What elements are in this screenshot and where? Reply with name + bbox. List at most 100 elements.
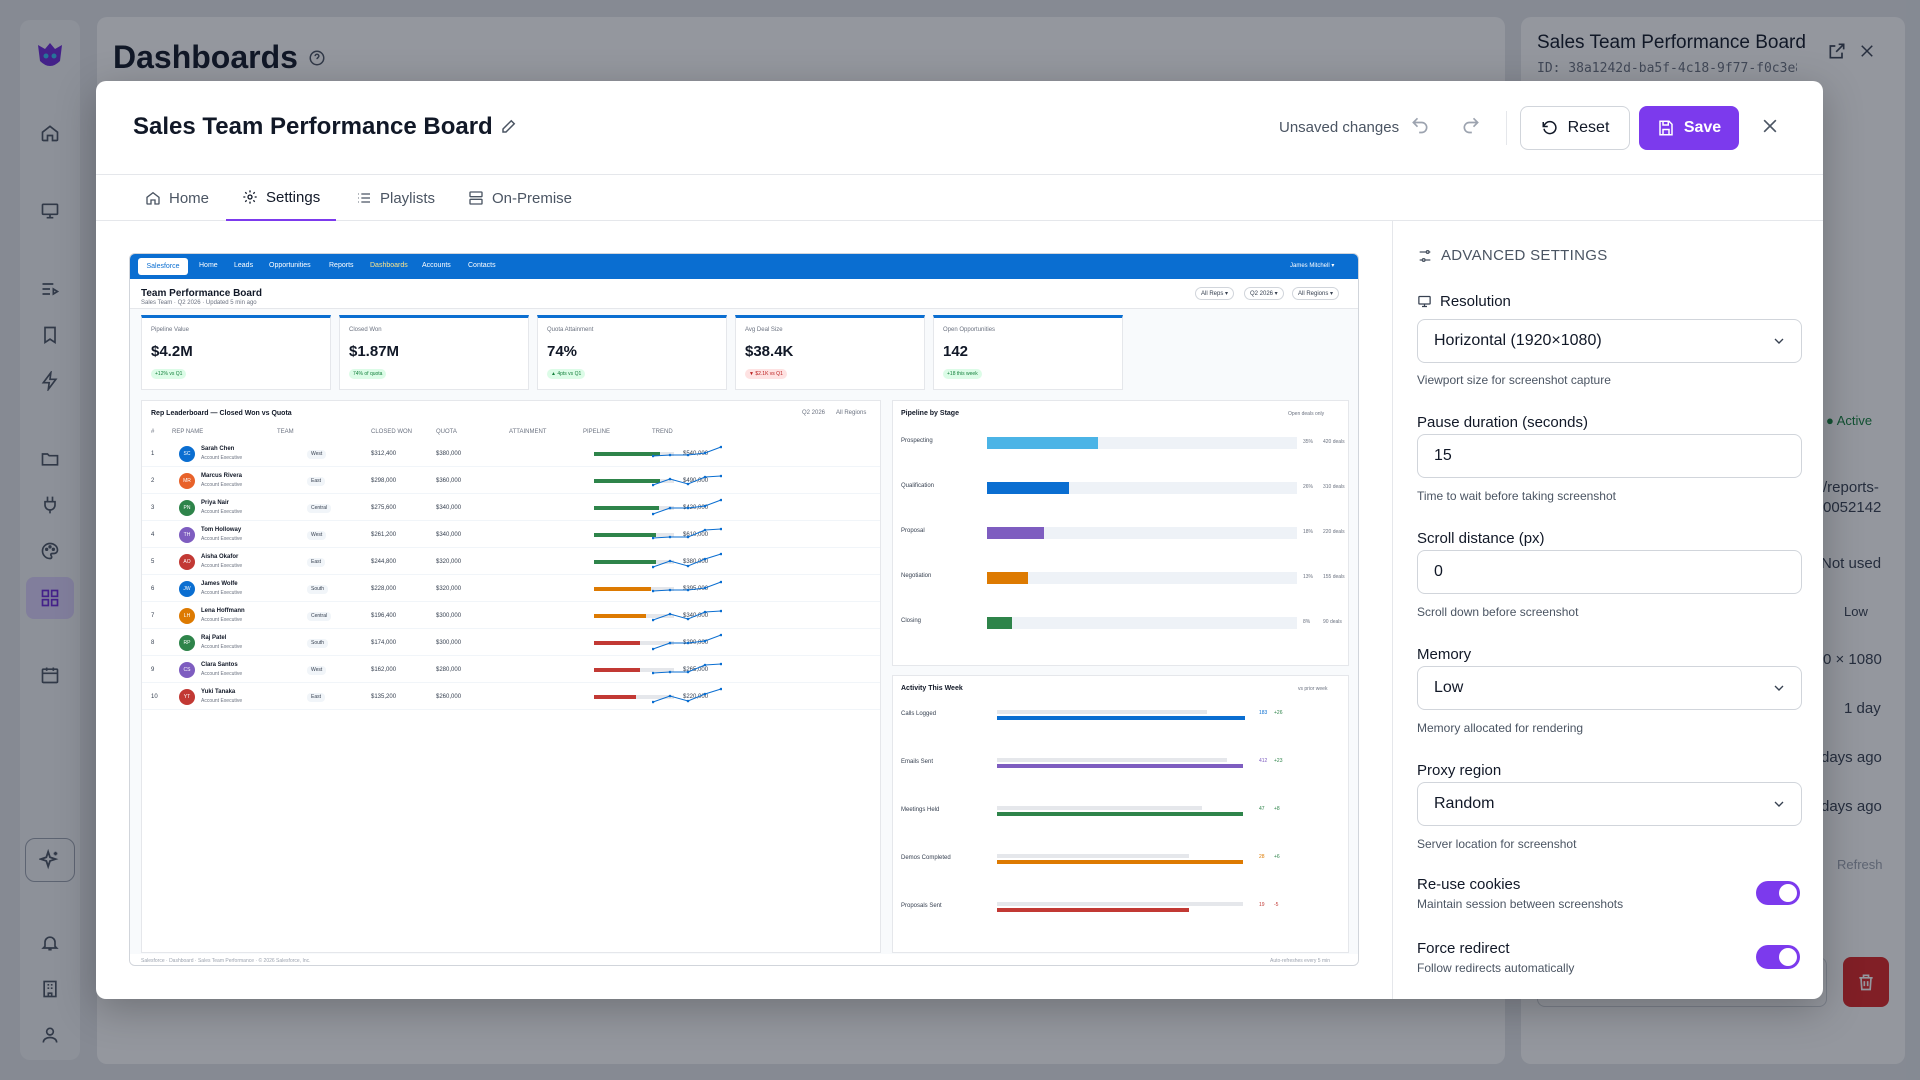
preview-nav-item: Opportunities: [269, 262, 311, 269]
stage-percent: 13%: [1303, 574, 1314, 580]
rep-role: Account Executive: [201, 509, 243, 515]
rep-role: Account Executive: [201, 617, 243, 623]
reset-button[interactable]: Reset: [1520, 106, 1630, 150]
force-redirect-label: Force redirect: [1417, 940, 1510, 957]
external-link-icon[interactable]: [1827, 41, 1847, 61]
preview-nav-item: Dashboards: [370, 262, 408, 269]
avatar: TH: [179, 527, 195, 543]
ai-sparkle-icon[interactable]: [25, 838, 75, 882]
pipeline: $290,000: [683, 640, 709, 646]
redo-icon[interactable]: [1461, 115, 1481, 135]
quota: $280,000: [436, 667, 462, 673]
team-badge: West: [307, 450, 327, 459]
delete-button[interactable]: [1843, 957, 1889, 1007]
proxy-help: Server location for screenshot: [1417, 837, 1577, 851]
building-icon[interactable]: [35, 974, 65, 1004]
lightning-icon[interactable]: [35, 366, 65, 396]
activity-current-bar: [997, 764, 1243, 768]
activity-delta: +8: [1274, 806, 1280, 812]
tab-playlists[interactable]: Playlists: [356, 175, 435, 221]
column-header: ATTAINMENT: [509, 429, 547, 435]
stage-name: Negotiation: [901, 573, 932, 579]
plug-icon[interactable]: [35, 490, 65, 520]
trash-icon: [1856, 972, 1876, 992]
rep-name: Raj Patel: [201, 635, 227, 641]
row-rank: 10: [151, 694, 158, 700]
palette-icon[interactable]: [35, 536, 65, 566]
tab-home[interactable]: Home: [145, 175, 209, 221]
folder-icon[interactable]: [35, 444, 65, 474]
chevron-down-icon: [1771, 796, 1787, 812]
home-icon[interactable]: [35, 118, 65, 148]
panel-path-2: 0052142: [1823, 499, 1882, 516]
force-redirect-toggle[interactable]: [1756, 945, 1800, 969]
avatar: LH: [179, 608, 195, 624]
rep-name: Marcus Rivera: [201, 473, 243, 479]
tab-on-premise[interactable]: On-Premise: [468, 175, 572, 221]
save-button[interactable]: Save: [1639, 106, 1739, 150]
avatar: SC: [179, 446, 195, 462]
attainment-bar: [594, 614, 674, 618]
dashboards-icon[interactable]: [26, 577, 74, 619]
close-icon[interactable]: [1858, 42, 1876, 60]
calendar-icon[interactable]: [35, 660, 65, 690]
quota: $340,000: [436, 505, 462, 511]
user-icon[interactable]: [35, 1020, 65, 1050]
status-badge: ● Active: [1826, 413, 1873, 428]
bell-icon[interactable]: [35, 928, 65, 958]
scroll-label: Scroll distance (px): [1417, 530, 1545, 547]
panel-title: Sales Team Performance Board: [1537, 32, 1806, 53]
table-row: 4 TH Tom Holloway Account Executive West $261…: [142, 521, 880, 548]
proxy-region-select[interactable]: Random: [1417, 782, 1802, 826]
row-rank: 9: [151, 667, 155, 673]
help-circle-icon[interactable]: [308, 49, 326, 67]
scroll-distance-input[interactable]: 0: [1417, 550, 1802, 594]
pause-duration-input[interactable]: 15: [1417, 434, 1802, 478]
closed-won: $261,200: [371, 532, 397, 538]
activity-delta: +26: [1274, 710, 1283, 716]
preview-filter: All Reps ▾: [1195, 287, 1235, 300]
stage-name: Prospecting: [901, 438, 933, 444]
tab-settings[interactable]: Settings: [226, 175, 337, 221]
team-badge: Central: [307, 612, 332, 621]
stage-deals: 155 deals: [1323, 574, 1345, 580]
rep-role: Account Executive: [201, 536, 243, 542]
rep-name: Yuki Tanaka: [201, 689, 236, 695]
kpi-card: Pipeline Value $4.2M +12% vs Q1: [141, 315, 331, 390]
modal-header: Sales Team Performance Board Unsaved cha…: [96, 81, 1823, 175]
table-row: 7 LH Lena Hoffmann Account Executive Central…: [142, 602, 880, 629]
quota: $300,000: [436, 640, 462, 646]
app-logo-icon[interactable]: [30, 36, 70, 76]
resolution-select[interactable]: Horizontal (1920×1080): [1417, 319, 1802, 363]
bookmark-icon[interactable]: [35, 320, 65, 350]
pencil-icon[interactable]: [500, 117, 518, 135]
refresh-button[interactable]: Refresh: [1837, 857, 1883, 872]
page-title: Dashboards: [113, 39, 326, 76]
memory-select[interactable]: Low: [1417, 666, 1802, 710]
team-badge: Central: [307, 504, 332, 513]
table-row: 6 JW James Wolfe Account Executive South $228…: [142, 575, 880, 602]
stage-bar-fill: [987, 437, 1098, 449]
kpi-label: Open Opportunities: [943, 327, 996, 333]
column-header: PIPELINE: [583, 429, 611, 435]
preview-footer-right: Auto-refreshes every 5 min: [1270, 958, 1331, 964]
reuse-cookies-toggle[interactable]: [1756, 881, 1800, 905]
list-icon: [356, 190, 372, 206]
avatar: CS: [179, 662, 195, 678]
undo-icon[interactable]: [1410, 115, 1430, 135]
server-icon: [468, 190, 484, 206]
row-rank: 8: [151, 640, 155, 646]
kpi-card: Avg Deal Size $38.4K ▼ $2.1K vs Q1: [735, 315, 925, 390]
pipeline: $265,000: [683, 667, 709, 673]
attainment-bar: [594, 641, 674, 645]
stage-name: Qualification: [901, 483, 935, 489]
rep-leaderboard: Rep Leaderboard — Closed Won vs Quota Q2…: [141, 400, 881, 953]
close-icon[interactable]: [1760, 116, 1780, 136]
table-row: 10 YT Yuki Tanaka Account Executive East $135…: [142, 683, 880, 710]
rep-role: Account Executive: [201, 590, 243, 596]
monitor-icon[interactable]: [35, 196, 65, 226]
playlist-icon[interactable]: [35, 274, 65, 304]
kpi-value: 74%: [547, 343, 578, 360]
trend-sparkline: [652, 633, 722, 651]
team-badge: South: [307, 585, 329, 594]
